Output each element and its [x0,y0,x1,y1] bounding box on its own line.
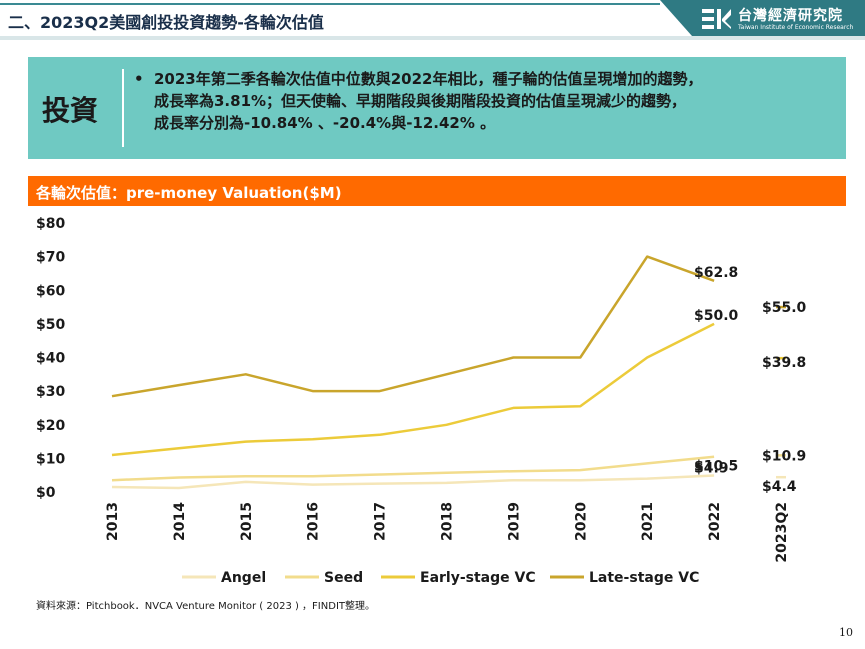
x-tick-label-2023q2: 2023Q2 [774,502,790,563]
x-tick-label: 2016 [306,502,322,541]
x-tick-label: 2015 [239,502,255,541]
data-label-2023q2: $4.4 [762,479,797,495]
data-label-2022: $10.5 [694,459,738,475]
source-note: 資料來源：Pitchbook．NVCA Venture Monitor ( 20… [36,601,375,612]
data-label-2023q2: $10.9 [762,448,806,464]
series-line-angel [111,474,715,490]
y-tick-label: $80 [36,216,65,232]
x-tick-label: 2014 [172,502,188,541]
page-title: 二、2023Q2美國創投投資趨勢-各輪次估值 [8,13,324,32]
y-tick-label: $40 [36,351,65,367]
summary-box: 投資 • 2023年第二季各輪次估值中位數與2022年相比，種子輪的估值呈現增加… [28,57,846,159]
y-tick-label: $10 [36,451,65,467]
data-label-2023q2: $55.0 [762,300,807,316]
x-tick-label: 2020 [573,502,589,541]
logo: 台灣經濟研究院 Taiwan Institute of Economic Res… [700,5,860,35]
logo-name: 台灣經濟研究院 [738,8,843,24]
summary-line-3: 成長率分別為-10.84% 、-20.4%與-12.42% 。 [154,114,496,132]
data-label-2022: $62.8 [694,265,738,281]
legend-label: Early-stage VC [420,570,536,586]
series-line-early-stage-vc [111,322,715,457]
y-tick-label: $0 [36,485,56,501]
chart-title: 各輪次估值：pre-money Valuation($M) [36,184,342,202]
series-line-late-stage-vc [111,255,715,398]
data-label-2022: $4.9 [694,461,729,477]
legend-label: Seed [324,570,363,586]
x-tick-label: 2013 [105,502,121,541]
x-tick-label: 2017 [373,502,389,541]
logo-subtitle: Taiwan Institute of Economic Research [738,24,854,31]
logo-icon [702,9,731,29]
legend-label: Angel [221,570,266,586]
valuation-line-chart: $0 $10 $20 $30 $40 $50 $60 $70 $80 2013 2014 2015 20… [36,216,807,586]
summary-line-1: 2023年第二季各輪次估值中位數與2022年相比，種子輪的估值呈現增加的趨勢， [154,70,703,88]
x-tick-label: 2021 [640,502,656,541]
summary-text: • 2023年第二季各輪次估值中位數與2022年相比，種子輪的估值呈現增加的趨勢… [134,68,834,134]
chart-title-band: 各輪次估值：pre-money Valuation($M) [28,176,846,206]
y-tick-label: $70 [36,250,65,266]
summary-divider [122,69,124,147]
summary-label: 投資 [42,94,99,127]
y-tick-label: $20 [36,418,65,434]
x-tick-label: 2022 [707,502,723,541]
summary-line-2: 成長率為3.81%；但天使輪、早期階段與後期階段投資的估值呈現減少的趨勢， [154,92,687,110]
y-tick-label: $30 [36,384,65,400]
x-tick-label: 2019 [506,502,522,541]
legend-label: Late-stage VC [589,570,699,586]
bullet: • [134,70,144,88]
series-line-seed [111,455,715,482]
data-label-2023q2: $39.8 [762,355,806,371]
y-tick-label: $60 [36,283,65,299]
data-label-2022: $50.0 [694,308,739,324]
page-number: 10 [839,626,853,639]
x-tick-label: 2018 [440,502,456,541]
y-tick-label: $50 [36,317,65,333]
